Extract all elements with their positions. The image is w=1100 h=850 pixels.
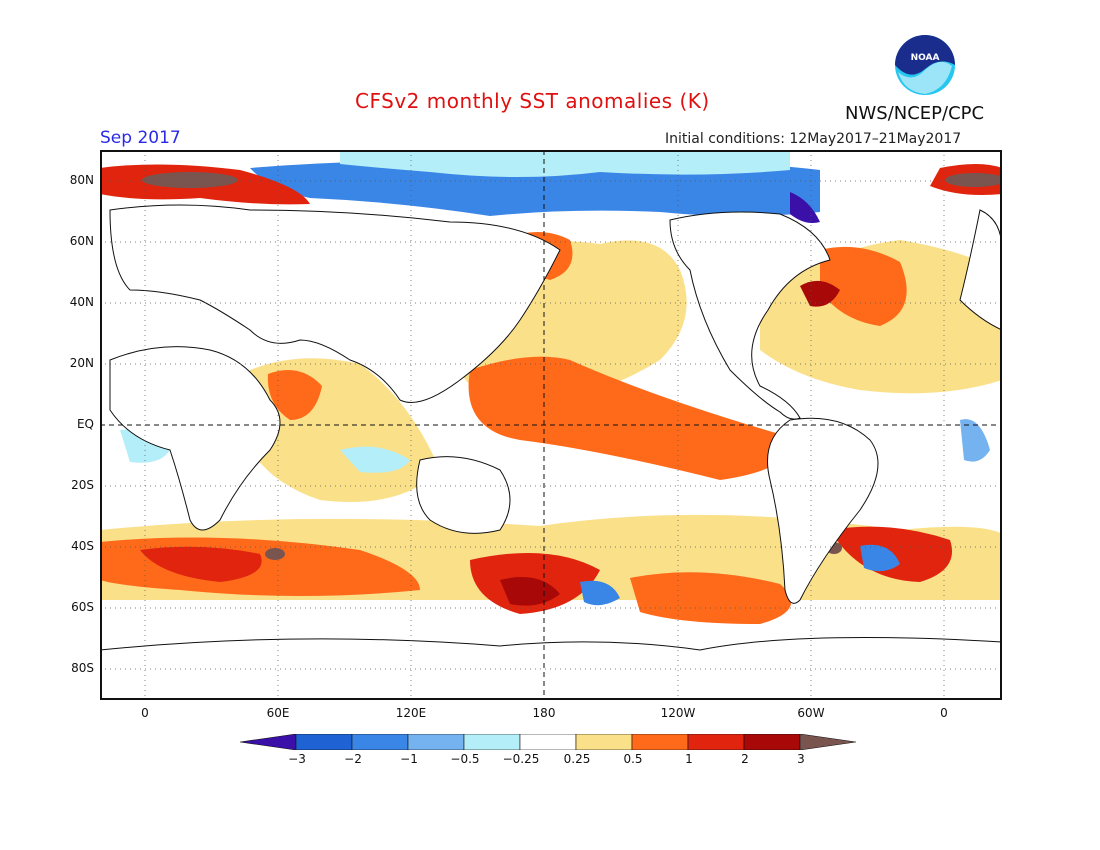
colorbar-tick-7: 0.5 (623, 752, 643, 766)
colorbar-tick-4: −0.5 (450, 752, 480, 766)
colorbar-triangle-high (799, 734, 857, 750)
lon-label-0-east: 0 (940, 706, 948, 720)
lon-label-60w: 60W (797, 706, 825, 720)
atlantic-cool-strip (960, 419, 990, 462)
colorbar-tick-3: −1 (400, 752, 418, 766)
australia (416, 456, 511, 534)
arctic-blue-region (250, 160, 820, 216)
africa (109, 346, 281, 531)
organization-label: NWS/NCEP/CPC (845, 103, 985, 124)
colorbar-cell-6 (575, 734, 633, 750)
arabian-sea-orange (267, 370, 322, 420)
colorbar-cell-2 (351, 734, 409, 750)
lon-label-60e: 60E (266, 706, 290, 720)
colorbar-cell-4 (463, 734, 521, 750)
tropical-pacific-orange (468, 356, 800, 480)
brown-patch-indian (265, 548, 285, 560)
gulf-stream-red (800, 280, 840, 307)
lat-label-80n: 80N (69, 173, 94, 187)
lat-label-40s: 40S (71, 539, 94, 553)
colorbar-cells (240, 734, 857, 750)
lat-label-60s: 60S (71, 600, 94, 614)
colorbar-cell-3 (407, 734, 465, 750)
lon-label-120e: 120E (395, 706, 427, 720)
noaa-logo: NOAA (895, 35, 955, 95)
colorbar-tick-6: 0.25 (563, 752, 591, 766)
eurasia (109, 204, 561, 403)
initial-conditions: Initial conditions: 12May2017–21May2017 (665, 131, 962, 147)
arctic-brown-patch-1 (142, 172, 238, 188)
lon-label-120w: 120W (660, 706, 696, 720)
colorbar-tick-2: −2 (344, 752, 362, 766)
colorbar-cell-1 (295, 734, 353, 750)
north-atlantic-orange (820, 246, 907, 326)
west-africa-cool (120, 429, 170, 463)
lat-label-eq: EQ (76, 417, 94, 431)
arctic-deep-blue (790, 192, 820, 223)
lat-label-20s: 20S (71, 478, 94, 492)
south-pacific-darkred (500, 577, 560, 606)
americas (669, 211, 879, 604)
arctic-brown-patch-2 (945, 173, 1002, 187)
north-america-east (959, 209, 1002, 331)
map-frame (100, 150, 1002, 700)
lon-label-180: 180 (532, 706, 556, 720)
south-atlantic-cool (860, 544, 900, 572)
colorbar-cell-9 (743, 734, 801, 750)
colorbar-cell-7 (631, 734, 689, 750)
colorbar-cell-5 (519, 734, 577, 750)
colorbar-cell-8 (687, 734, 745, 750)
colorbar-tick-5: −0.25 (502, 752, 540, 766)
colorbar-tick-8: 1 (685, 752, 693, 766)
map-title: CFSv2 monthly SST anomalies (K) (355, 89, 710, 113)
south-pacific-cool (580, 580, 620, 606)
lat-label-40n: 40N (69, 295, 94, 309)
colorbar-triangle-low (240, 734, 297, 750)
noaa-logo-text: NOAA (911, 53, 940, 63)
lon-label-0-west: 0 (141, 706, 149, 720)
southern-indian-red (140, 546, 262, 582)
colorbar-tick-9: 2 (741, 752, 749, 766)
forecast-month: Sep 2017 (100, 128, 181, 148)
equatorial-indian-cool (340, 446, 410, 473)
lat-label-20n: 20N (69, 356, 94, 370)
sst-anomaly-map (100, 150, 1002, 700)
lat-label-80s: 80S (71, 661, 94, 675)
colorbar-tick-10: 3 (797, 752, 805, 766)
lat-label-60n: 60N (69, 234, 94, 248)
arctic-ice-region (340, 152, 790, 177)
colorbar-tick-1: −3 (288, 752, 306, 766)
southeast-pacific-orange (630, 572, 792, 624)
colorbar (240, 734, 857, 750)
